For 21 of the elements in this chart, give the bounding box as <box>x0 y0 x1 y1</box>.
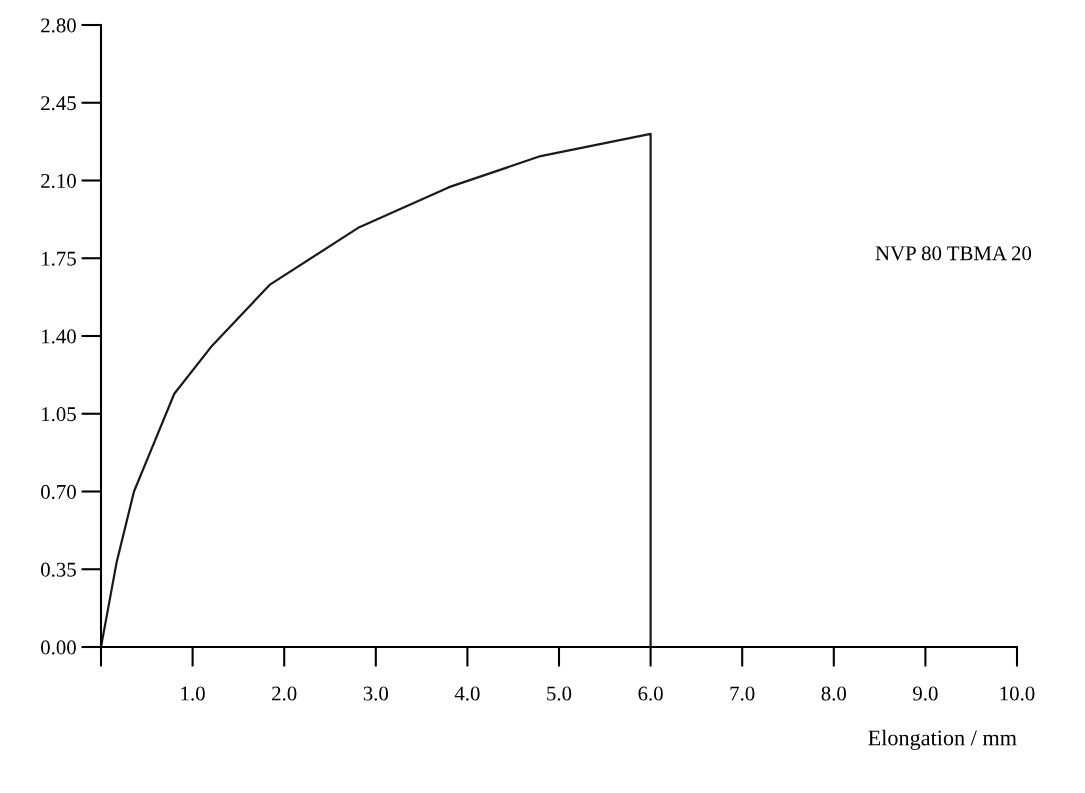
x-tick-label: 2.0 <box>272 686 297 701</box>
x-tick-label: 6.0 <box>638 686 663 701</box>
y-tick-label: 2.80 <box>41 18 76 33</box>
y-tick-label: 2.10 <box>41 173 76 189</box>
y-tick-label: 2.45 <box>41 96 76 111</box>
y-tick-label: 1.05 <box>42 407 76 422</box>
y-tick-label: 0.70 <box>41 484 76 500</box>
x-tick-label: 8.0 <box>821 686 847 701</box>
x-tick-label: 9.0 <box>913 686 938 701</box>
x-tick-label: 1.0 <box>181 686 205 701</box>
x-tick-label: 7.0 <box>730 686 755 701</box>
x-tick-label: 4.0 <box>454 686 480 701</box>
x-axis-title: Elongation / mm <box>868 729 1017 750</box>
y-tick-label: 1.40 <box>42 329 76 344</box>
y-tick-label: 0.00 <box>41 640 76 655</box>
x-tick-label: 3.0 <box>363 686 389 701</box>
x-tick-label: 5.0 <box>547 686 572 701</box>
text: NVP 80 TBMA 20 <box>875 246 1032 261</box>
y-tick-label: 1.75 <box>42 251 76 266</box>
y-tick-label: 0.35 <box>41 562 76 577</box>
x-tick-label: 10.0 <box>1000 686 1035 701</box>
